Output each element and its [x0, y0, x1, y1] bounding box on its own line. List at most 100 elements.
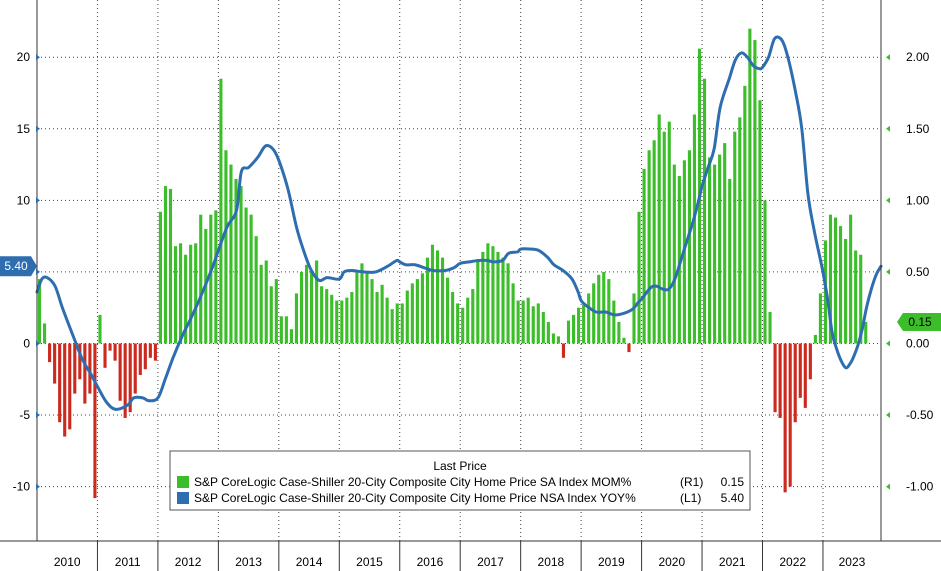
- legend-swatch-mom: [177, 476, 189, 488]
- right-tick-arrow: [886, 412, 890, 419]
- bar: [380, 284, 384, 344]
- bar: [667, 121, 671, 344]
- bar: [582, 304, 586, 344]
- bar: [702, 78, 707, 344]
- bar: [194, 243, 198, 344]
- bar: [723, 143, 727, 344]
- bar: [657, 114, 661, 344]
- right-tick-arrow: [886, 340, 890, 347]
- bar: [63, 343, 67, 437]
- bar: [184, 254, 188, 344]
- bar: [541, 312, 545, 344]
- bar: [849, 214, 853, 344]
- year-label: 2015: [356, 555, 383, 569]
- bar: [123, 343, 127, 418]
- bar: [833, 217, 838, 344]
- bar: [551, 333, 555, 344]
- bar: [390, 309, 394, 344]
- bar: [481, 251, 485, 344]
- year-label: 2010: [54, 555, 81, 569]
- left-tick-arrow: [36, 412, 40, 419]
- bar: [476, 260, 480, 344]
- bar: [400, 303, 404, 344]
- bar: [219, 78, 223, 344]
- bar: [325, 289, 329, 344]
- bar: [229, 164, 233, 344]
- bar: [415, 279, 419, 344]
- bar: [209, 214, 213, 344]
- bar: [335, 300, 339, 344]
- bar: [773, 343, 777, 413]
- bar: [42, 323, 47, 344]
- bar: [632, 293, 636, 344]
- right-tick-label: 0.50: [906, 265, 930, 279]
- bar: [179, 243, 183, 344]
- bar: [733, 131, 737, 344]
- bar: [410, 283, 414, 344]
- left-tick-label: -5: [19, 408, 30, 422]
- right-tick-label: 2.00: [906, 50, 930, 64]
- bar: [607, 279, 611, 344]
- bar: [642, 168, 646, 344]
- left-tick-arrow: [36, 125, 40, 132]
- bar: [672, 164, 676, 344]
- year-label: 2012: [175, 555, 202, 569]
- legend-title: Last Price: [433, 459, 487, 473]
- left-tick-arrow: [36, 54, 40, 61]
- left-tag-shape: [0, 256, 37, 277]
- legend-label-mom: S&P CoreLogic Case-Shiller 20-City Compo…: [194, 475, 632, 489]
- year-label: 2013: [235, 555, 262, 569]
- left-last-value: 5.40: [4, 259, 28, 273]
- bar: [506, 263, 510, 344]
- bar: [370, 279, 374, 344]
- bar: [395, 303, 399, 344]
- bar: [310, 271, 314, 344]
- right-tick-label: 0.00: [906, 336, 930, 350]
- year-label: 2019: [598, 555, 625, 569]
- right-tick-label: -0.50: [906, 408, 934, 422]
- right-tick-arrow: [886, 197, 890, 204]
- bar: [249, 214, 253, 344]
- bar: [73, 343, 77, 394]
- bar: [239, 186, 243, 344]
- bar: [728, 178, 732, 344]
- bar: [330, 294, 334, 344]
- left-tick-label: 0: [23, 336, 30, 350]
- left-tick-label: 10: [17, 193, 31, 207]
- last-value-tags: 5.40 0.15: [0, 256, 941, 332]
- bar: [259, 264, 263, 344]
- bar: [68, 343, 72, 430]
- bar: [254, 236, 258, 344]
- bar: [264, 260, 268, 344]
- right-tick-label: -1.00: [906, 480, 934, 494]
- year-label: 2017: [477, 555, 504, 569]
- bar: [78, 343, 82, 380]
- year-label: 2020: [658, 555, 685, 569]
- bar: [753, 40, 757, 344]
- bar: [818, 293, 822, 344]
- bar: [430, 244, 435, 344]
- bar: [168, 188, 173, 344]
- right-tick-arrow: [886, 125, 890, 132]
- bar: [279, 316, 283, 344]
- bar: [315, 260, 319, 344]
- bar: [647, 150, 651, 344]
- bar: [435, 250, 440, 344]
- bar: [138, 343, 142, 375]
- bar: [622, 337, 626, 344]
- left-last-value-tag: 5.40: [0, 256, 37, 277]
- bar: [652, 140, 656, 344]
- bar: [748, 28, 752, 344]
- bar: [501, 257, 505, 344]
- bar: [214, 210, 218, 344]
- left-tick-label: -10: [13, 480, 31, 494]
- bar: [592, 283, 596, 344]
- bar: [405, 290, 409, 344]
- bar: [425, 257, 430, 344]
- bar: [662, 131, 666, 344]
- yoy-line: [35, 35, 883, 411]
- bar: [486, 243, 490, 344]
- bar: [88, 343, 92, 394]
- bar: [340, 300, 344, 344]
- bar: [360, 263, 364, 344]
